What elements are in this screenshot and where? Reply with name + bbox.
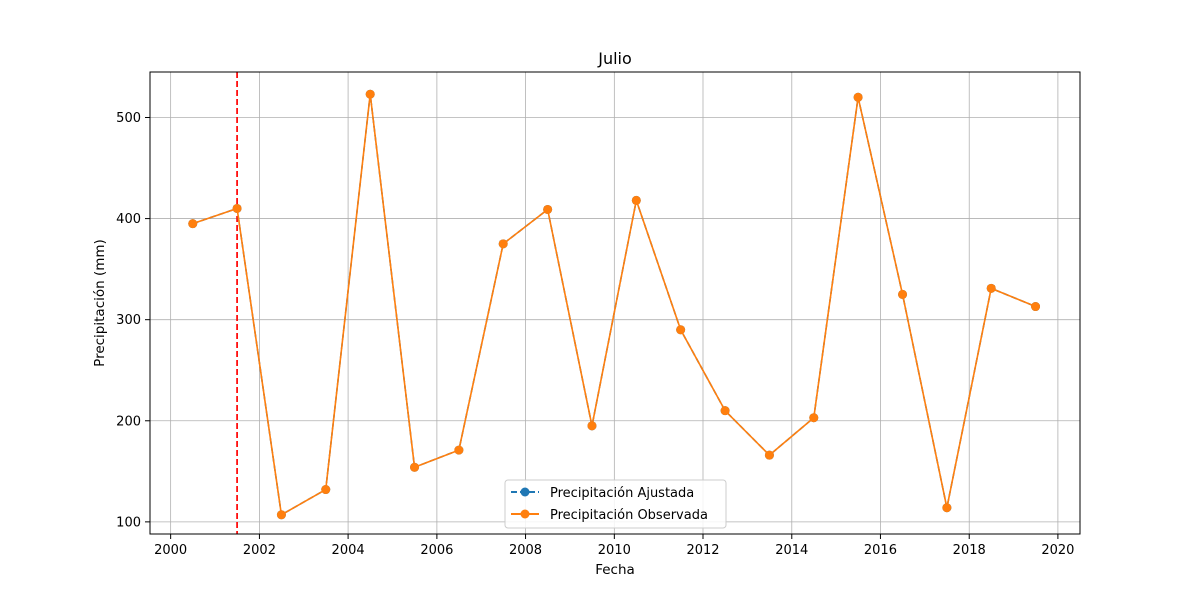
data-point bbox=[898, 289, 908, 299]
plot-frame bbox=[149, 71, 1081, 535]
data-point bbox=[720, 406, 730, 416]
series-1 bbox=[188, 89, 1041, 520]
grid bbox=[150, 72, 1080, 534]
y-tick-label: 200 bbox=[116, 414, 141, 429]
data-point bbox=[853, 92, 863, 102]
legend-frame bbox=[504, 479, 727, 529]
y-tick-label: 100 bbox=[116, 515, 141, 530]
series-line bbox=[192, 93, 1036, 516]
y-axis: 100 200 300 400 500 bbox=[116, 111, 150, 530]
x-tick-label: 2000 bbox=[154, 543, 187, 558]
chart-title: Julio bbox=[597, 49, 632, 68]
x-tick-label: 2012 bbox=[686, 543, 719, 558]
y-tick-label: 400 bbox=[116, 212, 141, 227]
data-point bbox=[986, 283, 996, 293]
y-tick-label: 500 bbox=[116, 111, 141, 126]
legend: Precipitación Ajustada Precipitación Obs… bbox=[504, 479, 727, 529]
data-point bbox=[543, 204, 553, 214]
legend-label-observada: Precipitación Observada bbox=[550, 508, 708, 523]
data-point bbox=[365, 89, 375, 99]
data-point bbox=[276, 510, 286, 520]
x-tick-label: 2008 bbox=[509, 543, 542, 558]
x-axis: 2000 2002 2004 2006 2008 2010 2012 2014 2016 2018… bbox=[154, 534, 1074, 558]
x-tick-label: 2016 bbox=[864, 543, 897, 558]
data-point bbox=[631, 195, 641, 205]
x-tick-label: 2006 bbox=[420, 543, 453, 558]
data-point bbox=[188, 219, 198, 229]
legend-marker-observada bbox=[520, 509, 530, 519]
data-point bbox=[942, 503, 952, 513]
legend-label-ajustada: Precipitación Ajustada bbox=[550, 486, 694, 501]
data-point bbox=[587, 421, 597, 431]
x-tick-label: 2014 bbox=[775, 543, 808, 558]
legend-marker-ajustada bbox=[520, 487, 530, 497]
x-tick-label: 2010 bbox=[598, 543, 631, 558]
data-point bbox=[676, 325, 686, 335]
y-axis-label: Precipitación (mm) bbox=[92, 239, 108, 367]
data-point bbox=[321, 485, 331, 495]
data-point bbox=[232, 203, 242, 213]
x-tick-label: 2002 bbox=[243, 543, 276, 558]
data-point bbox=[410, 462, 420, 472]
data-point bbox=[1031, 302, 1041, 312]
x-tick-label: 2018 bbox=[953, 543, 986, 558]
y-tick-label: 300 bbox=[116, 313, 141, 328]
data-point bbox=[764, 450, 774, 460]
data-point bbox=[498, 239, 508, 249]
x-axis-label: Fecha bbox=[595, 562, 635, 578]
series bbox=[188, 89, 1041, 520]
data-point bbox=[809, 413, 819, 423]
x-tick-label: 2004 bbox=[332, 543, 365, 558]
x-tick-label: 2020 bbox=[1041, 543, 1074, 558]
data-point bbox=[454, 445, 464, 455]
